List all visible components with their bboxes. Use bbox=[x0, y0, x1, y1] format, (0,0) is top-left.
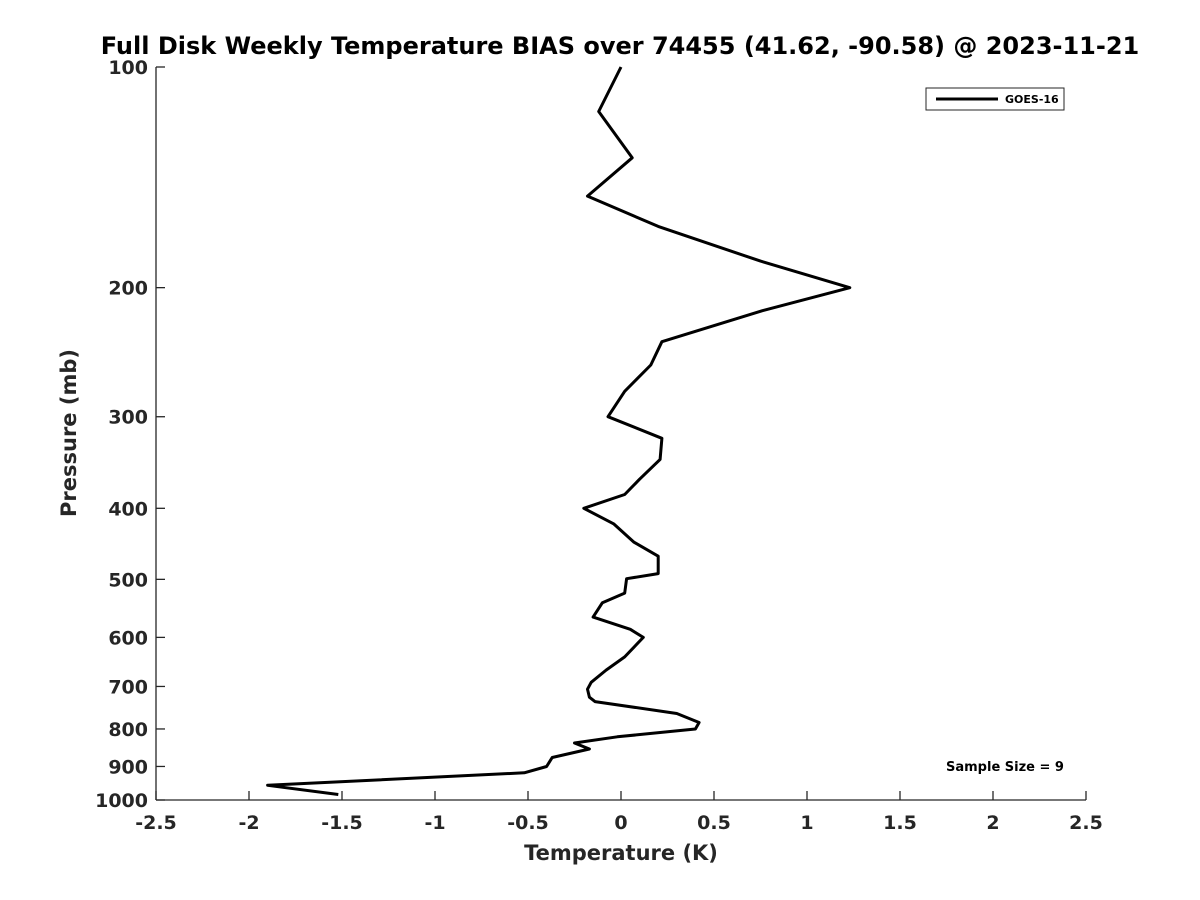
x-tick-label: 2.5 bbox=[1069, 812, 1103, 834]
y-tick-label: 200 bbox=[108, 278, 148, 300]
x-tick-label: -1.5 bbox=[321, 812, 363, 834]
x-tick-label: -2.5 bbox=[135, 812, 177, 834]
y-axis-ticks: 100 200 300 400 500 600 700 800 900 1000 bbox=[95, 57, 165, 812]
x-tick-label: 1 bbox=[800, 812, 813, 834]
legend: GOES-16 bbox=[925, 87, 1065, 111]
y-tick-label: 1000 bbox=[95, 790, 148, 812]
x-tick-label: 1.5 bbox=[883, 812, 917, 834]
x-tick-label: 0 bbox=[614, 812, 627, 834]
legend-entry-goes16: GOES-16 bbox=[1005, 93, 1059, 106]
x-tick-label: -0.5 bbox=[507, 812, 549, 834]
y-tick-label: 400 bbox=[108, 498, 148, 520]
series-line-goes16 bbox=[266, 66, 852, 796]
y-tick-label: 500 bbox=[108, 569, 148, 591]
sample-size-annotation: Sample Size = 9 bbox=[946, 760, 1064, 775]
x-tick-label: -2 bbox=[238, 812, 259, 834]
y-tick-label: 100 bbox=[108, 57, 148, 79]
plot-background bbox=[156, 67, 1086, 800]
chart-title: Full Disk Weekly Temperature BIAS over 7… bbox=[101, 32, 1140, 60]
y-tick-label: 900 bbox=[108, 756, 148, 778]
x-tick-label: 0.5 bbox=[697, 812, 731, 834]
y-tick-label: 300 bbox=[108, 407, 148, 429]
y-tick-label: 600 bbox=[108, 627, 148, 649]
x-tick-label: -1 bbox=[424, 812, 445, 834]
y-tick-label: 800 bbox=[108, 719, 148, 741]
plot-area bbox=[155, 66, 1086, 801]
y-tick-label: 700 bbox=[108, 676, 148, 698]
x-tick-label: 2 bbox=[986, 812, 999, 834]
x-axis-label: Temperature (K) bbox=[524, 841, 718, 865]
y-axis-label: Pressure (mb) bbox=[57, 349, 81, 517]
x-axis-ticks: -2.5 -2 -1.5 -1 -0.5 0 0.5 1 1.5 2 2.5 bbox=[135, 791, 1103, 834]
